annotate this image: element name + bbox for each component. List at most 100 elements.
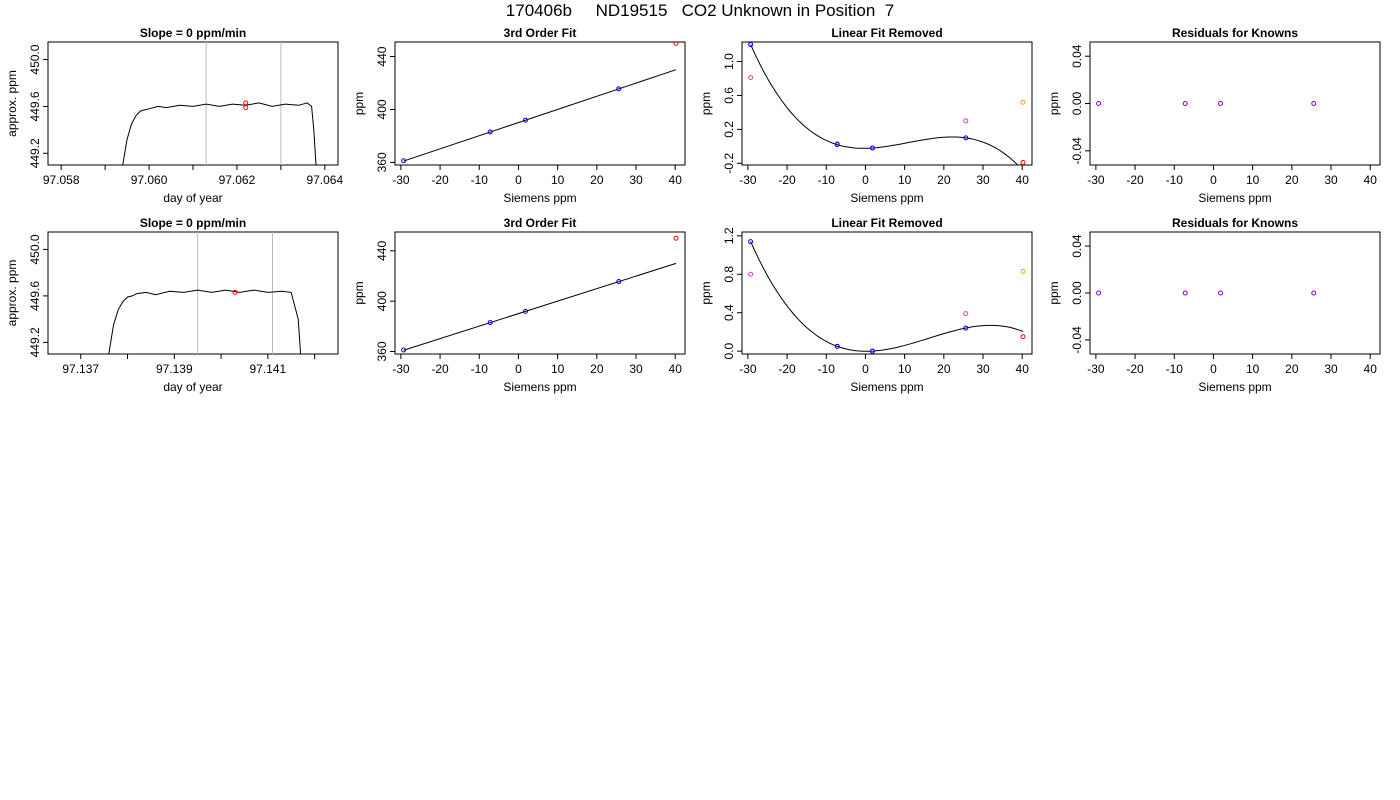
x-tick-label: 30 (976, 173, 990, 187)
residual-point (1182, 290, 1188, 296)
series-line (122, 102, 317, 165)
data-layer (1096, 101, 1317, 106)
data-layer (401, 235, 679, 353)
y-tick-label: 400 (375, 291, 389, 311)
fit-point (616, 86, 622, 92)
series-line (108, 289, 302, 354)
y-axis-label: approx. ppm (5, 70, 19, 137)
y-tick-label: 360 (375, 341, 389, 361)
plot-frame (741, 231, 1033, 355)
x-tick-label: 10 (1246, 173, 1260, 187)
y-axis-label: ppm (1047, 281, 1061, 304)
y-tick-label: 0.6 (722, 87, 736, 104)
chart-title: 3rd Order Fit (504, 26, 577, 40)
x-tick-label: 10 (551, 173, 565, 187)
data-layer (1096, 290, 1317, 296)
y-tick-label: 400 (375, 99, 389, 119)
y-tick-label: 0.2 (722, 121, 736, 138)
fit-point (401, 347, 407, 353)
x-tick-label: 0 (862, 173, 869, 187)
x-axis-label: Siemens ppm (1198, 380, 1271, 394)
x-tick-label: 10 (551, 362, 565, 376)
y-tick-label: 449.2 (28, 327, 42, 357)
data-layer (401, 42, 679, 164)
plot-frame (1089, 41, 1381, 166)
chart-panel: Linear Fit Removed -30 -20 -10 0 10 20 30 40 0.0 0… (699, 216, 1033, 394)
x-tick-label: 30 (629, 362, 643, 376)
fit-point (523, 308, 528, 314)
x-tick-label: 97.064 (306, 173, 343, 187)
x-tick-label: 20 (590, 362, 604, 376)
x-tick-label: 97.141 (249, 362, 286, 376)
y-tick-label: 449.2 (28, 138, 42, 168)
x-tick-label: 97.058 (43, 173, 80, 187)
x-tick-label: 20 (590, 173, 604, 187)
plot-frame (394, 41, 686, 166)
plot-frame (741, 41, 1033, 166)
removed-point (963, 311, 969, 317)
fit-point (963, 325, 969, 331)
x-tick-label: -10 (818, 173, 836, 187)
fit-point (523, 117, 528, 123)
y-tick-label: 0.00 (1070, 281, 1084, 305)
residual-point (1311, 290, 1317, 296)
plot-frame (394, 231, 686, 355)
x-tick-label: 40 (1364, 362, 1378, 376)
x-tick-label: -10 (471, 362, 489, 376)
chart-title: 3rd Order Fit (504, 216, 577, 230)
chart-panel: 3rd Order Fit -30 -20 -10 0 10 20 30 40 360 400 440… (352, 216, 686, 394)
residual-point (1218, 290, 1223, 296)
x-tick-label: 40 (669, 173, 683, 187)
x-tick-label: 30 (976, 362, 990, 376)
chart-title: Residuals for Knowns (1172, 26, 1298, 40)
data-layer (122, 42, 317, 165)
fit-line (403, 262, 677, 351)
y-axis-label: ppm (699, 281, 713, 304)
chart-panel: Slope = 0 ppm/min 97.137 97.139 97.141 449.2… (5, 216, 339, 394)
plot-frame (1089, 231, 1381, 355)
x-tick-label: 20 (1285, 173, 1299, 187)
x-tick-label: -20 (1126, 173, 1144, 187)
residual-point (1182, 101, 1188, 106)
y-tick-label: 449.6 (28, 91, 42, 121)
unknown-marker (232, 289, 238, 295)
chart-panel: Linear Fit Removed -30 -20 -10 0 10 20 30 40 -0.2… (699, 26, 1033, 205)
x-tick-label: -20 (431, 362, 449, 376)
y-tick-label: 0.4 (722, 304, 736, 321)
x-tick-label: -20 (1126, 362, 1144, 376)
x-tick-label: 40 (1016, 362, 1030, 376)
x-tick-label: -30 (1087, 173, 1105, 187)
y-tick-label: 0.04 (1070, 44, 1084, 68)
unknown-point (1020, 334, 1026, 340)
y-tick-label: 0.00 (1070, 91, 1084, 115)
x-tick-label: -20 (778, 173, 796, 187)
chart-title: Slope = 0 ppm/min (140, 216, 246, 230)
y-tick-label: -0.2 (722, 153, 736, 174)
y-axis-label: ppm (1047, 92, 1061, 115)
page-title: 170406b ND19515 CO2 Unknown in Position … (505, 1, 895, 20)
x-tick-label: 40 (1364, 173, 1378, 187)
fit-point (616, 279, 622, 285)
chart-panel: Residuals for Knowns -30 -20 -10 0 10 20 30 40 -0… (1047, 216, 1381, 394)
fit-point (870, 348, 875, 354)
y-tick-label: -0.04 (1070, 137, 1084, 165)
chart-panel: Slope = 0 ppm/min 97.058 97.060 97.062 97.06… (5, 26, 343, 205)
unknown-marker (243, 105, 249, 111)
x-tick-label: 97.137 (62, 362, 99, 376)
data-layer (748, 239, 1026, 354)
fit-point (834, 343, 840, 349)
unknown-marker (243, 100, 249, 106)
residual-point (1096, 290, 1102, 296)
check-point (1020, 268, 1026, 274)
fit-point (401, 158, 407, 164)
data-layer (748, 42, 1026, 165)
x-tick-label: -10 (471, 173, 489, 187)
x-axis-label: Siemens ppm (503, 191, 576, 205)
removed-point (748, 271, 754, 277)
data-layer (108, 232, 302, 354)
chart-title: Linear Fit Removed (831, 216, 942, 230)
y-axis-label: approx. ppm (5, 260, 19, 327)
x-tick-label: -10 (818, 362, 836, 376)
chart-title: Slope = 0 ppm/min (140, 26, 246, 40)
